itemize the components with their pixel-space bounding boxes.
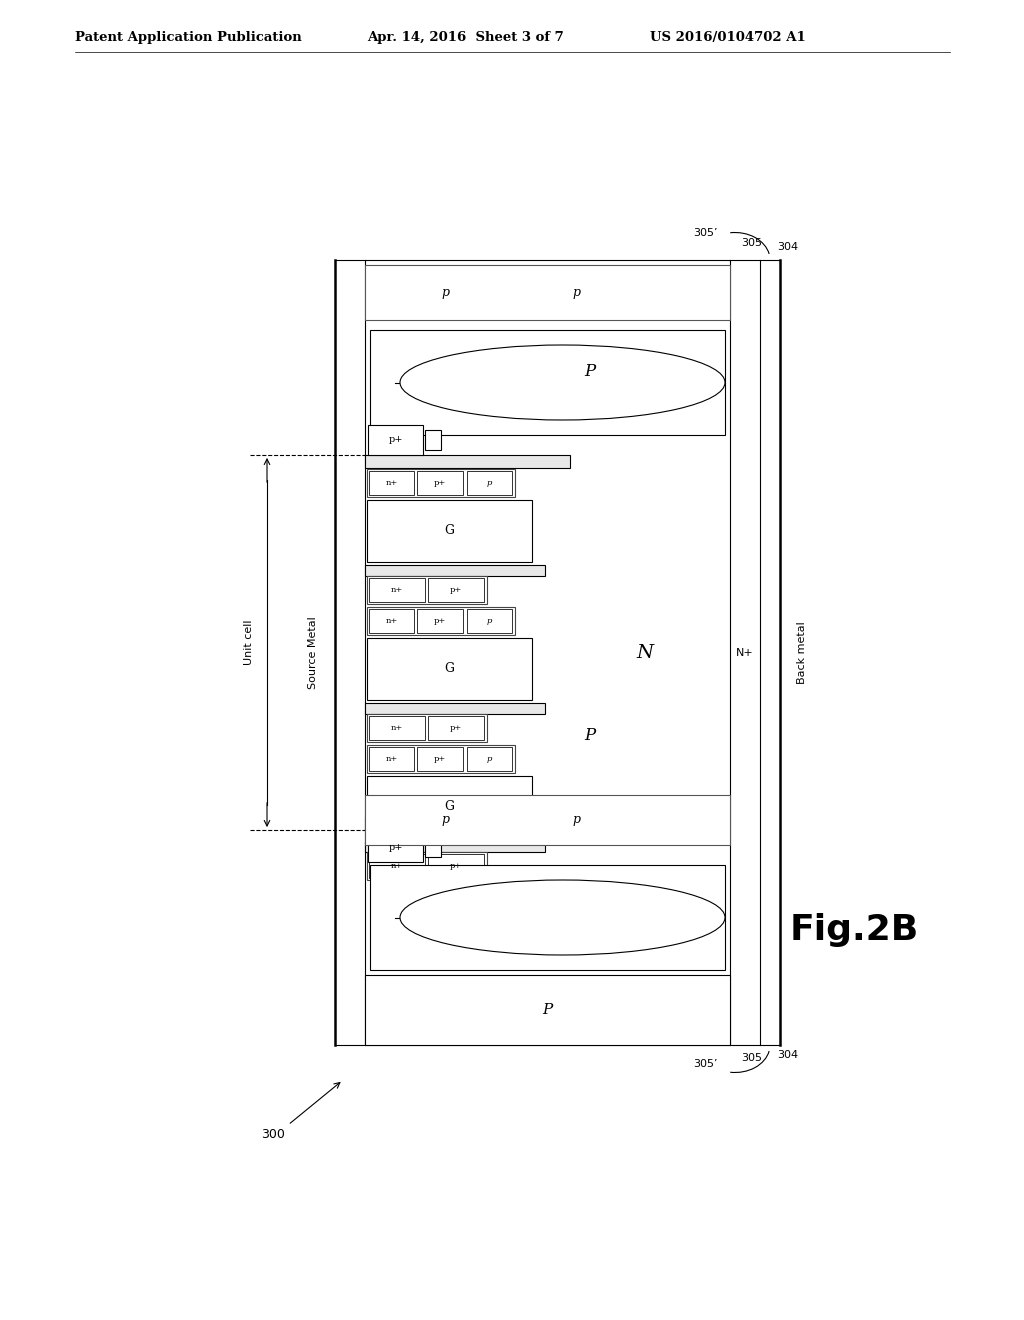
- Text: Apr. 14, 2016  Sheet 3 of 7: Apr. 14, 2016 Sheet 3 of 7: [367, 30, 564, 44]
- Bar: [370, 330, 725, 436]
- Bar: [365, 565, 545, 576]
- Bar: [367, 576, 487, 605]
- Bar: [369, 578, 425, 602]
- Text: p+: p+: [388, 842, 402, 851]
- Ellipse shape: [400, 880, 725, 954]
- Text: P: P: [585, 363, 596, 380]
- Bar: [428, 578, 484, 602]
- Bar: [365, 704, 545, 714]
- Text: Source Metal: Source Metal: [308, 616, 318, 689]
- Text: 300: 300: [261, 1129, 285, 1142]
- Text: p: p: [572, 286, 581, 300]
- Bar: [367, 469, 515, 498]
- Text: Unit cell: Unit cell: [244, 620, 254, 665]
- Bar: [367, 744, 515, 774]
- Text: p: p: [572, 813, 581, 826]
- Text: p: p: [486, 755, 492, 763]
- Text: 305: 305: [741, 1053, 763, 1063]
- Bar: [367, 714, 487, 742]
- Text: p: p: [441, 286, 450, 300]
- Text: US 2016/0104702 A1: US 2016/0104702 A1: [650, 30, 806, 44]
- Bar: [369, 609, 415, 634]
- Bar: [367, 851, 487, 880]
- Text: Patent Application Publication: Patent Application Publication: [75, 30, 302, 44]
- Bar: [425, 430, 441, 450]
- Bar: [368, 425, 423, 455]
- Text: p+: p+: [434, 616, 446, 624]
- Text: G: G: [444, 663, 455, 676]
- Text: 304: 304: [777, 1049, 798, 1060]
- Text: p: p: [486, 479, 492, 487]
- Text: G: G: [444, 524, 455, 537]
- Text: n+: n+: [391, 723, 403, 733]
- Text: N: N: [637, 644, 653, 661]
- Bar: [418, 747, 463, 771]
- Text: 305’: 305’: [693, 228, 717, 238]
- Text: p+: p+: [388, 436, 402, 445]
- Bar: [365, 841, 545, 851]
- Bar: [369, 715, 425, 741]
- Bar: [368, 832, 423, 862]
- Bar: [369, 854, 425, 878]
- Bar: [418, 609, 463, 634]
- Bar: [367, 638, 532, 700]
- Bar: [467, 609, 512, 634]
- Bar: [467, 747, 512, 771]
- Bar: [365, 265, 730, 319]
- Text: p+: p+: [450, 862, 462, 870]
- Text: Fig.2B: Fig.2B: [790, 913, 920, 946]
- Text: p: p: [441, 813, 450, 826]
- Text: N+: N+: [736, 648, 754, 657]
- Text: n+: n+: [386, 616, 397, 624]
- Text: p+: p+: [450, 723, 462, 733]
- Text: Back metal: Back metal: [797, 622, 807, 684]
- Bar: [369, 471, 415, 495]
- Text: P: P: [585, 726, 596, 743]
- Text: P: P: [543, 1003, 553, 1016]
- Bar: [428, 715, 484, 741]
- Bar: [365, 817, 570, 830]
- Text: p: p: [486, 616, 492, 624]
- Text: 304: 304: [777, 242, 798, 252]
- Text: G: G: [444, 800, 455, 813]
- Text: p+: p+: [434, 755, 446, 763]
- Text: 305’: 305’: [693, 1059, 717, 1069]
- Bar: [367, 607, 515, 635]
- Text: 305: 305: [741, 238, 763, 248]
- Text: n+: n+: [386, 479, 397, 487]
- Bar: [428, 854, 484, 878]
- Bar: [467, 471, 512, 495]
- Bar: [370, 865, 725, 970]
- Bar: [369, 747, 415, 771]
- Text: p+: p+: [434, 479, 446, 487]
- Text: n+: n+: [391, 586, 403, 594]
- Ellipse shape: [400, 345, 725, 420]
- Text: p+: p+: [450, 586, 462, 594]
- Bar: [365, 795, 730, 845]
- Text: n+: n+: [391, 862, 403, 870]
- Bar: [365, 975, 730, 1045]
- Bar: [367, 500, 532, 562]
- Bar: [367, 776, 532, 838]
- Text: n+: n+: [386, 755, 397, 763]
- Bar: [365, 455, 570, 469]
- Text: p: p: [585, 363, 595, 378]
- Bar: [418, 471, 463, 495]
- Bar: [425, 837, 441, 857]
